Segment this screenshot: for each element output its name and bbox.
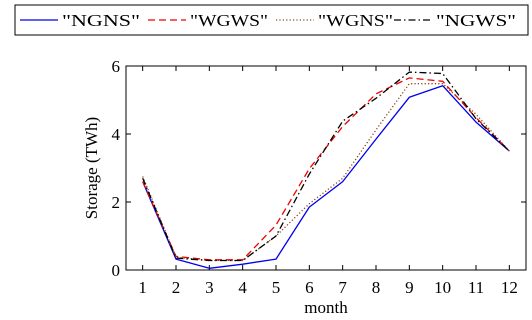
legend-label: "WGNS"	[318, 11, 393, 30]
y-tick-label: 0	[112, 261, 121, 280]
x-tick-label: 5	[272, 278, 281, 297]
legend-label: "NGNS"	[62, 11, 140, 30]
x-tick-label: 3	[205, 278, 214, 297]
y-axis-label: Storage (TWh)	[82, 117, 101, 219]
x-tick-label: 6	[305, 278, 314, 297]
plot-frame	[125, 65, 527, 271]
legend-entries: "NGNS" "WGWS" "WGNS" "NGWS"	[20, 11, 516, 30]
x-tick-label: 8	[372, 278, 381, 297]
x-tick-label: 11	[468, 278, 484, 297]
x-tick-label: 4	[238, 278, 247, 297]
series-line	[142, 83, 510, 262]
series-lines	[142, 71, 510, 269]
y-tick-label: 6	[112, 57, 121, 76]
x-tick-label: 7	[338, 278, 347, 297]
y-tick-label: 4	[112, 125, 121, 144]
legend-label: "WGWS"	[190, 11, 268, 30]
series-line	[142, 71, 510, 262]
series-line	[142, 85, 510, 269]
x-tick-label: 10	[434, 278, 451, 297]
x-axis-label: month	[304, 298, 348, 317]
x-tick-label: 12	[501, 278, 518, 297]
x-tick-label: 2	[172, 278, 181, 297]
y-tick-label: 2	[112, 193, 121, 212]
x-tick-label: 1	[138, 278, 147, 297]
legend: "NGNS" "WGWS" "WGNS" "NGWS"	[14, 4, 529, 36]
legend-box	[14, 4, 529, 36]
x-tick-label: 9	[405, 278, 414, 297]
series-line	[142, 77, 510, 261]
legend-label: "NGWS"	[436, 11, 516, 30]
